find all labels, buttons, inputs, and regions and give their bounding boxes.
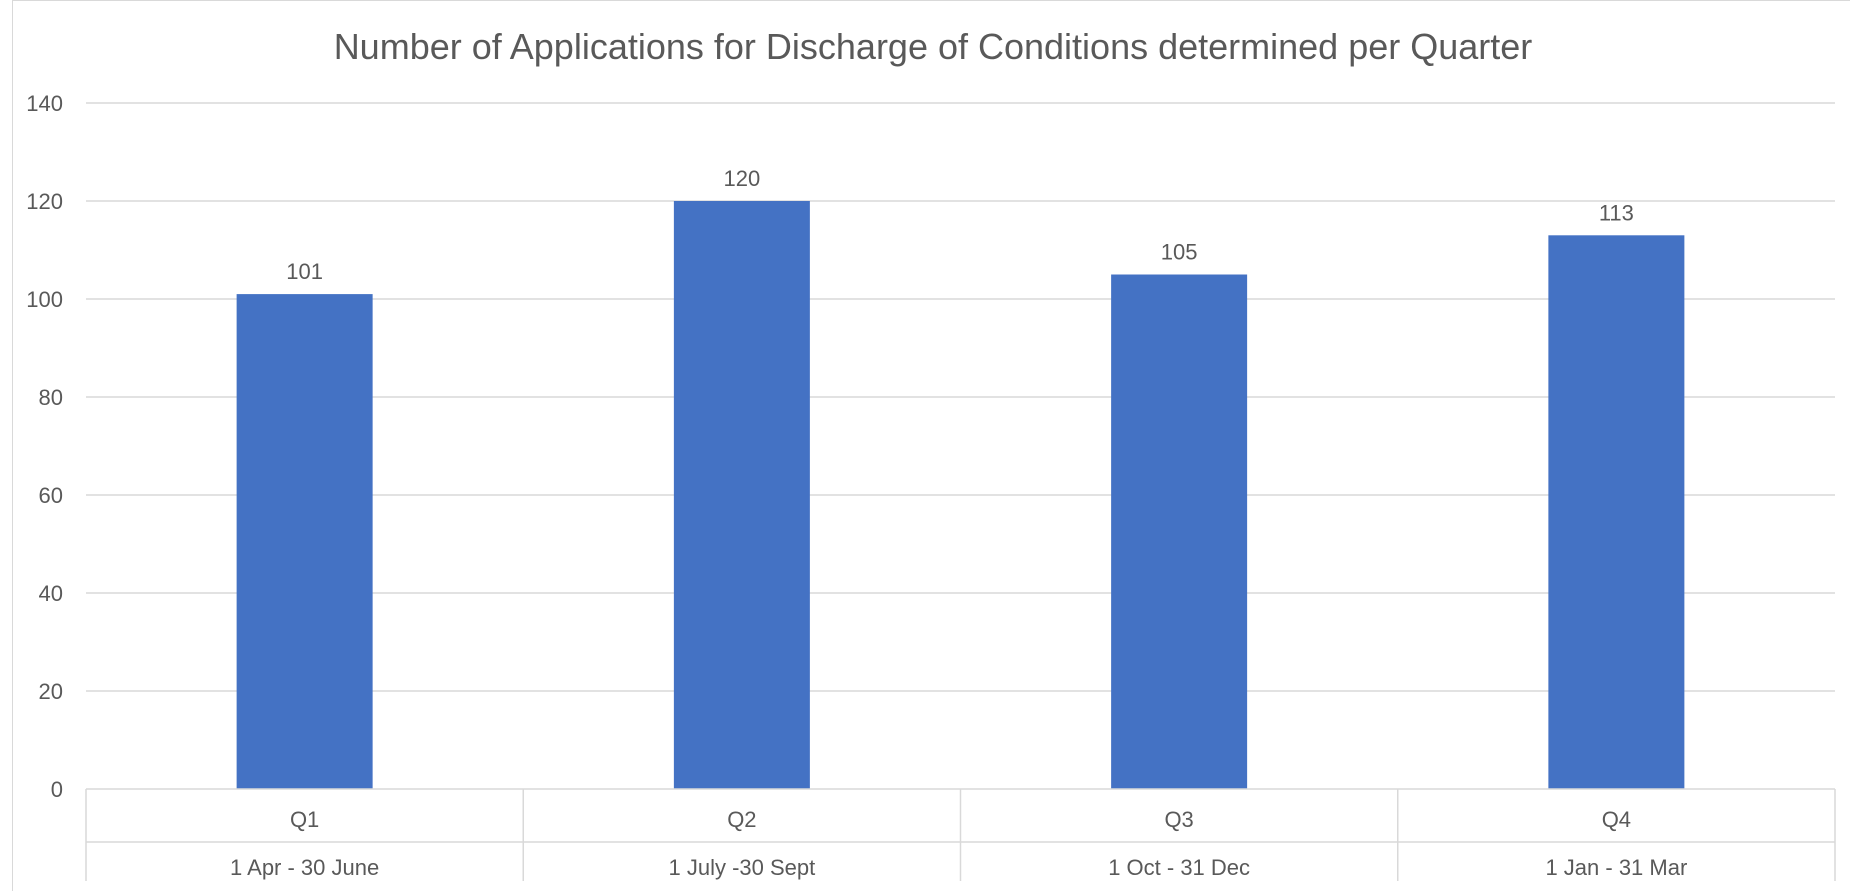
bar-q4 <box>1548 235 1685 790</box>
bar-q3 <box>1111 274 1248 789</box>
data-label: 105 <box>1161 240 1198 265</box>
bar-q2 <box>673 201 810 789</box>
x-subcategory-label: 1 Apr - 30 June <box>230 855 379 880</box>
x-tick-label: Q4 <box>1602 807 1631 832</box>
x-subcategory-label: 1 July -30 Sept <box>669 855 816 880</box>
x-subcategory-label: 1 Oct - 31 Dec <box>1108 855 1250 880</box>
y-tick-label: 140 <box>26 91 63 116</box>
y-tick-label: 0 <box>51 777 63 802</box>
chart-title: Number of Applications for Discharge of … <box>334 26 1533 67</box>
data-label: 101 <box>286 259 323 284</box>
x-axis: Q1 1 Apr - 30 June Q2 1 July -30 Sept Q3 1 Oc… <box>85 788 1836 881</box>
bars <box>236 201 1685 790</box>
x-tick-label: Q3 <box>1164 807 1193 832</box>
chart-area: Number of Applications for Discharge of … <box>12 0 1850 891</box>
y-tick-label: 100 <box>26 287 63 312</box>
y-tick-label: 40 <box>39 581 63 606</box>
data-labels: 101 120 105 113 <box>286 166 1634 284</box>
x-tick-label: Q1 <box>290 807 319 832</box>
data-label: 113 <box>1599 200 1634 225</box>
y-tick-label: 80 <box>39 385 63 410</box>
bar-q1 <box>236 294 373 789</box>
x-tick-label: Q2 <box>727 807 756 832</box>
data-label: 120 <box>724 166 761 191</box>
x-subcategory-label: 1 Jan - 31 Mar <box>1545 855 1687 880</box>
bar-chart: Number of Applications for Discharge of … <box>26 26 1836 881</box>
y-tick-label: 60 <box>39 483 63 508</box>
y-axis-tick-labels: 0 20 40 60 80 100 120 140 <box>26 91 63 802</box>
y-tick-label: 20 <box>39 679 63 704</box>
gridlines <box>86 102 1835 692</box>
y-tick-label: 120 <box>26 189 63 214</box>
